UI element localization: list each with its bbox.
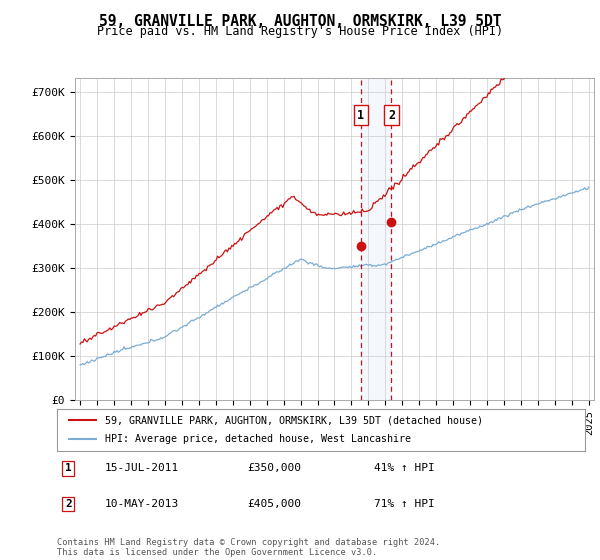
Text: £405,000: £405,000 <box>247 499 301 509</box>
Text: 59, GRANVILLE PARK, AUGHTON, ORMSKIRK, L39 5DT (detached house): 59, GRANVILLE PARK, AUGHTON, ORMSKIRK, L… <box>104 415 482 425</box>
Text: 10-MAY-2013: 10-MAY-2013 <box>104 499 179 509</box>
Text: 2: 2 <box>65 499 71 509</box>
Bar <box>361 78 391 400</box>
Text: 71% ↑ HPI: 71% ↑ HPI <box>374 499 434 509</box>
Text: 1: 1 <box>65 463 71 473</box>
Text: Price paid vs. HM Land Registry's House Price Index (HPI): Price paid vs. HM Land Registry's House … <box>97 25 503 38</box>
Text: 15-JUL-2011: 15-JUL-2011 <box>104 463 179 473</box>
Text: 59, GRANVILLE PARK, AUGHTON, ORMSKIRK, L39 5DT: 59, GRANVILLE PARK, AUGHTON, ORMSKIRK, L… <box>99 14 501 29</box>
Text: £350,000: £350,000 <box>247 463 301 473</box>
Text: 2: 2 <box>388 109 395 122</box>
Text: 1: 1 <box>357 109 364 122</box>
Text: Contains HM Land Registry data © Crown copyright and database right 2024.
This d: Contains HM Land Registry data © Crown c… <box>57 538 440 557</box>
Text: HPI: Average price, detached house, West Lancashire: HPI: Average price, detached house, West… <box>104 435 410 445</box>
Text: 41% ↑ HPI: 41% ↑ HPI <box>374 463 434 473</box>
